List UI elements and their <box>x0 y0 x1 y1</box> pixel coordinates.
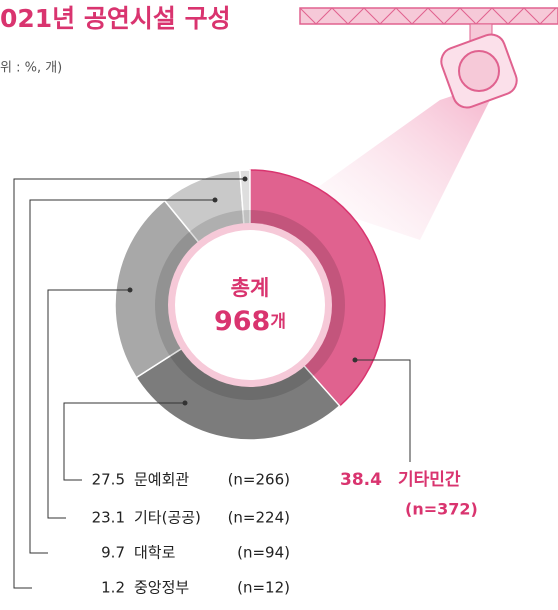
chart: 021년 공연시설 구성 위 : %, 개) 총계 968개 38.4 기타민간 (… <box>0 0 558 610</box>
leader-dot <box>213 198 218 203</box>
title: 021년 공연시설 구성 <box>0 4 231 33</box>
total-unit: 개 <box>270 312 286 332</box>
value-label: 23.1 <box>92 509 125 527</box>
leader-dot <box>128 288 133 293</box>
category-label: 대학로 <box>134 544 176 562</box>
value-label: 1.2 <box>101 579 125 597</box>
count-label: (n=372) <box>405 500 478 519</box>
count-label: (n=224) <box>228 509 290 527</box>
leader-dot <box>183 401 188 406</box>
count-label: (n=266) <box>228 471 290 489</box>
category-label: 기타(공공) <box>134 509 201 527</box>
subtitle: 위 : %, 개) <box>0 61 62 76</box>
center-title: 총계 <box>231 276 270 300</box>
category-label: 문예회관 <box>134 471 189 489</box>
value-label: 38.4 <box>340 470 382 490</box>
value-label: 27.5 <box>92 471 125 489</box>
leader-dot <box>353 358 358 363</box>
category-label: 기타민간 <box>398 470 461 490</box>
total-value: 968 <box>214 306 270 337</box>
leader-dot <box>243 177 248 182</box>
value-label: 9.7 <box>101 544 125 562</box>
category-label: 중앙정부 <box>134 579 189 597</box>
count-label: (n=12) <box>237 579 290 597</box>
leader-line <box>64 403 185 480</box>
count-label: (n=94) <box>237 544 290 562</box>
